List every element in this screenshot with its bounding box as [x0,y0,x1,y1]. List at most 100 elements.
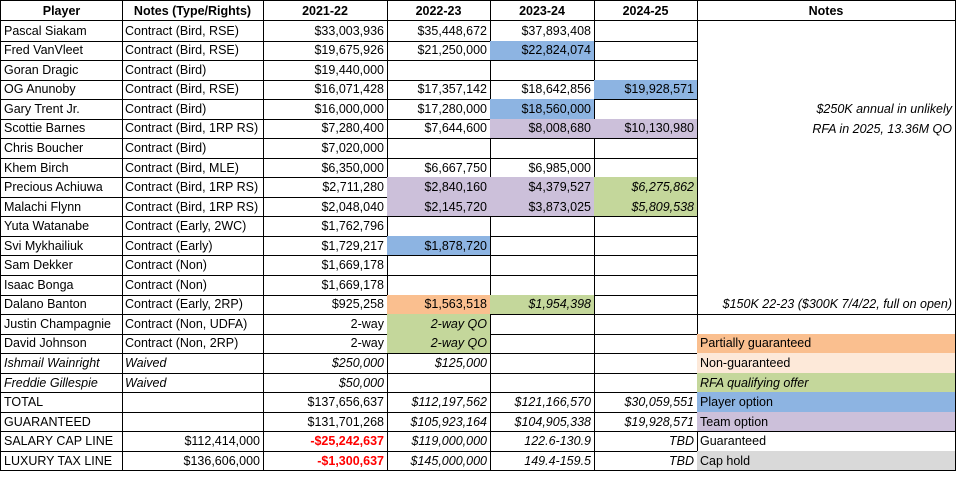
cell [594,138,698,159]
cell: $112,197,562 [387,392,491,413]
row-label: Yuta Watanabe [0,216,123,237]
cell: RFA in 2025, 13.36M QO [697,118,956,140]
cell [122,392,264,413]
cell: $7,644,600 [387,118,491,140]
row-label: OG Anunoby [0,79,123,101]
cell [490,138,595,159]
cell [490,314,595,335]
cell: $7,280,400 [263,118,388,140]
cell [387,60,491,81]
cell [697,216,956,237]
cell: $37,893,408 [490,21,595,42]
cell: $6,275,862 [594,177,698,198]
cell [594,157,698,179]
row-label: Freddie Gillespie [0,372,123,394]
row-label: Justin Champagnie [0,314,123,335]
row-label: Chris Boucher [0,138,123,159]
cell: $3,873,025 [490,196,595,218]
cell: $137,656,637 [263,392,388,413]
cell [490,235,595,257]
cell: $119,000,000 [387,431,491,452]
cell [122,411,264,433]
cell: Contract (Bird, 1RP RS) [122,196,264,218]
cell [387,138,491,159]
cell: $21,250,000 [387,40,491,62]
cell: $6,985,000 [490,157,595,179]
cell: $4,379,527 [490,177,595,198]
header-cell: 2023-24 [490,0,595,21]
cell [594,60,698,81]
cell: 2-way QO [387,314,491,335]
cell: $145,000,000 [387,450,491,472]
cell [697,196,956,218]
cell [697,157,956,179]
cell [594,353,698,374]
row-label: Svi Mykhailiuk [0,235,123,257]
cell [490,333,595,355]
cell: Contract (Early, 2RP) [122,294,264,316]
cell: RFA qualifying offer [697,372,956,394]
cell: $1,669,178 [263,275,388,296]
cell: $17,280,000 [387,99,491,120]
cell: $19,928,571 [594,79,698,101]
cell: Contract (Early, 2WC) [122,216,264,237]
cell [697,60,956,81]
cell [490,353,595,374]
cell: $33,003,936 [263,21,388,42]
cell: Contract (Non, UDFA) [122,314,264,335]
row-label: Precious Achiuwa [0,177,123,198]
cell [697,255,956,277]
cell: $50,000 [263,372,388,394]
cell: Team option [697,411,956,433]
cell: Contract (Early) [122,235,264,257]
cell: $136,606,000 [122,450,264,472]
header-cell: Player [0,0,123,21]
row-label: SALARY CAP LINE [0,431,123,452]
cell: 2-way [263,333,388,355]
cell: Waived [122,372,264,394]
cell: $105,923,164 [387,411,491,433]
cell: Guaranteed [697,431,956,452]
cell [490,216,595,237]
cell: $2,711,280 [263,177,388,198]
cell: Contract (Bird, RSE) [122,21,264,42]
cell: $1,762,796 [263,216,388,237]
row-label: David Johnson [0,333,123,355]
cell [594,255,698,277]
cell: $6,667,750 [387,157,491,179]
cell: $7,020,000 [263,138,388,159]
cell: $16,000,000 [263,99,388,120]
cell: Contract (Bird) [122,99,264,120]
cell [697,235,956,257]
cell [594,372,698,394]
row-label: Pascal Siakam [0,21,123,42]
cell: $1,878,720 [387,235,491,257]
cell: Player option [697,392,956,413]
cell: Contract (Bird) [122,138,264,159]
cell: Partially guaranteed [697,333,956,355]
cell: -$1,300,637 [263,450,388,472]
row-label: LUXURY TAX LINE [0,450,123,472]
row-label: TOTAL [0,392,123,413]
cell: Contract (Bird, RSE) [122,40,264,62]
cell [594,314,698,335]
cell: $1,563,518 [387,294,491,316]
row-label: Goran Dragic [0,60,123,81]
cell [697,40,956,62]
cell [490,255,595,277]
cell: Non-guaranteed [697,353,956,374]
cell: $250K annual in unlikely [697,99,956,120]
row-label: Ishmail Wainright [0,353,123,374]
cell: 149.4-159.5 [490,450,595,472]
cell: $18,560,000 [490,99,595,120]
cell: 122.6-130.9 [490,431,595,452]
cell: $925,258 [263,294,388,316]
cell: 2-way [263,314,388,335]
cell: $35,448,672 [387,21,491,42]
cell: $10,130,980 [594,118,698,140]
header-cell: Notes (Type/Rights) [122,0,264,21]
cell [490,60,595,81]
cell: $19,928,571 [594,411,698,433]
cell: $1,954,398 [490,294,595,316]
